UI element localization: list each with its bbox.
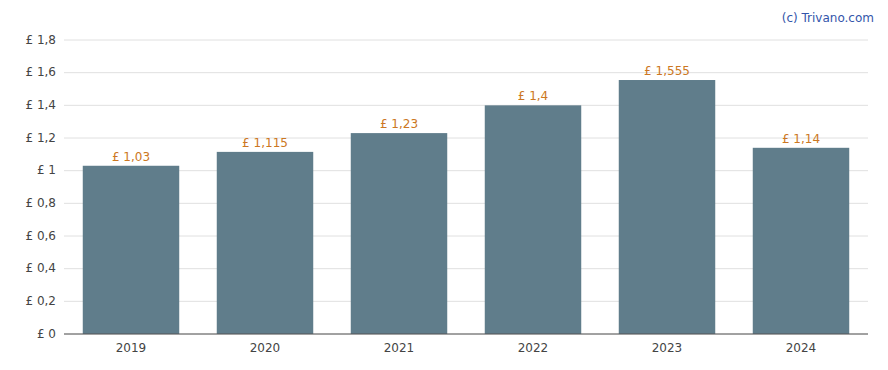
bar (753, 148, 849, 334)
data-label: £ 1,03 (112, 150, 150, 164)
grid-line (64, 72, 868, 73)
x-axis-line (64, 334, 868, 335)
grid-line (64, 334, 868, 335)
grid-line (64, 138, 868, 139)
x-tick-label: 2019 (116, 341, 147, 355)
x-tick-label: 2020 (250, 341, 281, 355)
grid-line (64, 236, 868, 237)
grid (64, 40, 868, 334)
y-tick-label: £ 0,4 (25, 261, 56, 275)
y-tick-label: £ 1,6 (25, 65, 56, 79)
x-tick-label: 2024 (786, 341, 817, 355)
grid-line (64, 268, 868, 269)
watermark: (c) Trivano.com (782, 11, 874, 25)
data-label: £ 1,23 (380, 117, 418, 131)
bar (217, 152, 313, 334)
chart: £ 0£ 0,2£ 0,4£ 0,6£ 0,8£ 1£ 1,2£ 1,4£ 1,… (0, 0, 888, 370)
grid-line (64, 105, 868, 106)
y-tick-label: £ 0,2 (25, 294, 56, 308)
data-labels: £ 1,03 £ 1,115 £ 1,23 £ 1,4 £ 1,555 £ 1,14 (112, 64, 820, 164)
x-tick-label: 2023 (652, 341, 683, 355)
y-tick-label: £ 1,2 (25, 131, 56, 145)
bar (83, 166, 179, 334)
data-label: £ 1,14 (782, 132, 820, 146)
y-tick-label: £ 1,4 (25, 98, 56, 112)
y-tick-label: £ 1,8 (25, 33, 56, 47)
y-tick-label: £ 0,8 (25, 196, 56, 210)
x-axis: 2019 2020 2021 2022 2023 2024 (64, 334, 868, 355)
grid-line (64, 40, 868, 41)
y-tick-label: £ 0 (37, 327, 56, 341)
data-label: £ 1,555 (644, 64, 690, 78)
grid-line (64, 170, 868, 171)
data-label: £ 1,4 (518, 89, 549, 103)
y-axis: £ 0 £ 0,2 £ 0,4 £ 0,6 £ 0,8 £ 1 £ 1,2 £ 1,4 £ 1,… (25, 33, 56, 341)
bar (485, 105, 581, 334)
data-label: £ 1,115 (242, 136, 288, 150)
grid-line (64, 301, 868, 302)
y-tick-label: £ 1 (37, 163, 56, 177)
bar (619, 80, 715, 334)
y-tick-label: £ 0,6 (25, 229, 56, 243)
bar (351, 133, 447, 334)
grid-line (64, 203, 868, 204)
x-tick-label: 2022 (518, 341, 549, 355)
bars (83, 80, 849, 334)
x-tick-label: 2021 (384, 341, 415, 355)
